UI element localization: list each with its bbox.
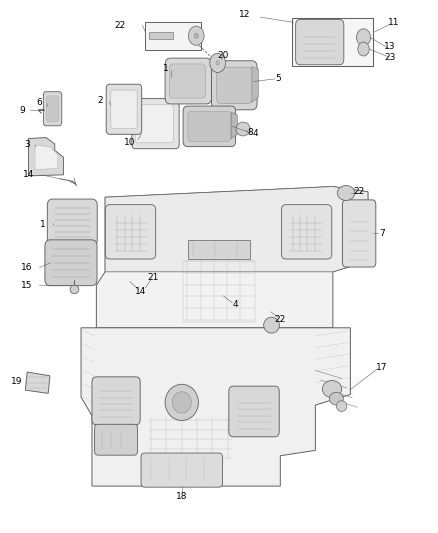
FancyBboxPatch shape <box>165 58 212 104</box>
Polygon shape <box>105 187 368 272</box>
Ellipse shape <box>357 29 371 46</box>
Text: 21: 21 <box>148 273 159 281</box>
Text: 12: 12 <box>239 11 250 19</box>
Text: 14: 14 <box>134 287 146 295</box>
Polygon shape <box>231 112 237 139</box>
Text: 2: 2 <box>97 96 102 104</box>
Bar <box>188 240 250 259</box>
FancyBboxPatch shape <box>281 205 332 259</box>
FancyBboxPatch shape <box>43 92 62 126</box>
Ellipse shape <box>337 185 355 200</box>
Text: 13: 13 <box>384 43 396 51</box>
Text: 7: 7 <box>379 229 385 238</box>
FancyBboxPatch shape <box>212 61 257 110</box>
Text: 9: 9 <box>19 106 25 115</box>
Text: 6: 6 <box>36 98 42 107</box>
Ellipse shape <box>70 285 79 294</box>
Text: 10: 10 <box>124 139 135 147</box>
Ellipse shape <box>322 381 342 398</box>
FancyBboxPatch shape <box>92 377 140 425</box>
Polygon shape <box>96 187 368 328</box>
Ellipse shape <box>216 61 219 65</box>
FancyBboxPatch shape <box>170 64 205 98</box>
FancyBboxPatch shape <box>46 96 59 122</box>
Ellipse shape <box>210 53 226 72</box>
Text: 20: 20 <box>218 51 229 60</box>
FancyBboxPatch shape <box>106 84 141 134</box>
FancyBboxPatch shape <box>141 453 223 487</box>
Polygon shape <box>81 328 350 486</box>
Text: 19: 19 <box>11 377 22 385</box>
FancyBboxPatch shape <box>188 111 231 141</box>
Polygon shape <box>28 138 64 176</box>
Text: 22: 22 <box>275 316 286 324</box>
Text: 4: 4 <box>233 301 238 309</box>
FancyBboxPatch shape <box>105 205 156 259</box>
Text: 5: 5 <box>276 75 282 83</box>
FancyBboxPatch shape <box>229 386 279 437</box>
Ellipse shape <box>188 26 204 45</box>
Bar <box>149 32 173 39</box>
FancyBboxPatch shape <box>135 104 173 143</box>
Bar <box>293 18 373 66</box>
FancyBboxPatch shape <box>296 19 344 64</box>
Ellipse shape <box>236 122 250 136</box>
FancyBboxPatch shape <box>45 240 97 286</box>
Text: 17: 17 <box>376 364 388 372</box>
Text: 23: 23 <box>384 53 396 61</box>
Text: 3: 3 <box>24 141 30 149</box>
FancyBboxPatch shape <box>183 106 236 147</box>
Text: 14: 14 <box>23 171 34 179</box>
Text: 15: 15 <box>21 281 32 289</box>
Ellipse shape <box>329 392 343 405</box>
Text: 16: 16 <box>21 263 32 272</box>
Polygon shape <box>35 145 58 169</box>
Text: 18: 18 <box>176 492 187 501</box>
FancyBboxPatch shape <box>95 424 138 455</box>
Text: 22: 22 <box>353 188 365 196</box>
Text: 22: 22 <box>115 21 126 29</box>
FancyBboxPatch shape <box>111 90 137 128</box>
FancyBboxPatch shape <box>343 200 376 267</box>
Ellipse shape <box>194 33 198 38</box>
Ellipse shape <box>264 317 279 333</box>
Bar <box>145 21 201 50</box>
Ellipse shape <box>172 392 191 413</box>
Ellipse shape <box>165 384 198 421</box>
Bar <box>183 261 255 322</box>
Text: 1: 1 <box>162 64 169 72</box>
FancyBboxPatch shape <box>217 67 252 103</box>
FancyBboxPatch shape <box>132 99 179 149</box>
Polygon shape <box>25 372 50 393</box>
Text: 8: 8 <box>247 128 254 136</box>
Polygon shape <box>252 67 258 102</box>
Text: 11: 11 <box>389 18 400 27</box>
FancyBboxPatch shape <box>47 199 97 246</box>
Ellipse shape <box>358 42 369 56</box>
Text: 1: 1 <box>40 221 46 229</box>
Text: 4: 4 <box>252 129 258 138</box>
Ellipse shape <box>336 401 347 411</box>
